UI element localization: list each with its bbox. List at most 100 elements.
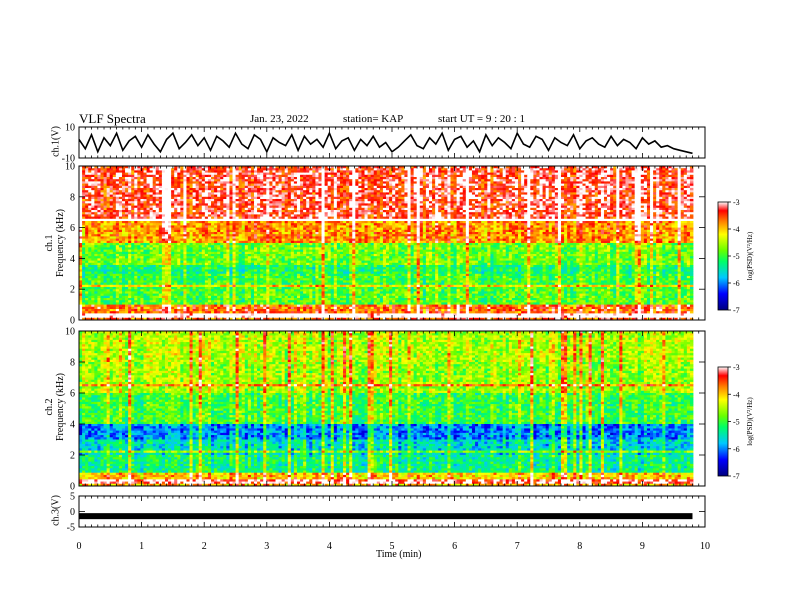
ch1-spectrogram-cell <box>281 174 286 178</box>
ch1-spectrogram-cell <box>453 188 458 191</box>
ch1-spectrogram-cell <box>155 166 160 169</box>
ch1-spectrogram-cell <box>564 188 568 191</box>
ch1-spectrogram-cell <box>511 170 516 173</box>
ch1-spectrogram-cell <box>352 192 356 195</box>
ch1-spectrogram-cell <box>125 194 129 198</box>
ch1-spectrogram-cell <box>247 190 252 193</box>
ch1-spectrogram-cell <box>554 177 559 180</box>
ch1-spectrogram-cell <box>266 174 270 178</box>
ch1-spectrogram-cell <box>352 168 356 171</box>
ch1-spectrogram-cell <box>665 192 669 195</box>
ch1-spectrogram-cell <box>533 190 537 193</box>
ch1-spectrogram-cell <box>435 166 439 169</box>
ch1-spectrogram-cell <box>616 170 620 173</box>
ch1-spectrogram-cell <box>125 188 129 191</box>
ch1-spectrogram-cell <box>195 190 200 193</box>
ch1-spectrogram-cell <box>428 179 433 182</box>
ch1-spectrogram-cell <box>287 172 292 176</box>
ch1-spectrogram-cell <box>364 192 368 195</box>
ch1-spectrogram-cell <box>438 168 442 171</box>
ch1-spectrogram-cell <box>361 188 365 191</box>
ch1-spectrogram-cell <box>192 170 197 173</box>
ch1-spectrogram-cell <box>330 179 335 182</box>
ch1-spectrogram-cell <box>579 194 583 198</box>
ch1-spectrogram-cell <box>327 183 332 187</box>
ch1-spectrogram-cell <box>226 196 230 200</box>
ch1-spectrogram-cell <box>189 172 193 176</box>
ch1-spectrogram-cell <box>447 168 451 171</box>
ch1-spectrogram-cell <box>625 168 629 171</box>
ch1-spectrogram-cell <box>585 201 590 204</box>
ch1-spectrogram-cell <box>435 170 439 173</box>
ch1-spectrogram-cell <box>158 199 163 202</box>
ch1-spectrogram-cell <box>505 199 510 202</box>
ch1-spectrogram-cell <box>121 194 126 198</box>
ch1-spectrogram-cell <box>484 201 488 204</box>
ch1-spectrogram-cell <box>260 174 264 178</box>
ch1-spectrogram-cell <box>518 196 522 200</box>
ch1-spectrogram-cell <box>386 168 390 171</box>
ch1-spectrogram-cell <box>186 181 190 184</box>
ch1-spectrogram-cell <box>143 170 147 173</box>
ch1-spectrogram-cell <box>266 194 270 198</box>
ch1-spectrogram-cell <box>161 201 166 204</box>
ch1-spectrogram-cell <box>662 170 666 173</box>
ch1-spectrogram-cell <box>382 181 387 184</box>
ch1-spectrogram-cell <box>164 183 169 187</box>
ch1-spectrogram-cell <box>499 201 504 204</box>
ch1-spectrogram-cell <box>548 188 553 191</box>
ch1-spectrogram-cell <box>318 188 322 191</box>
ch1-spectrogram-cell <box>300 174 304 178</box>
ch1-spectrogram-cell <box>554 185 559 189</box>
ch1-spectrogram-cell <box>536 168 540 171</box>
ch1-spectrogram-cell <box>622 196 626 200</box>
ch1-spectrogram-cell <box>272 199 276 202</box>
ch1-spectrogram-cell <box>94 177 98 180</box>
ch1-spectrogram-cell <box>674 170 679 173</box>
ch1-spectrogram-cell <box>217 172 221 176</box>
ch1-spectrogram-cell <box>613 174 617 178</box>
ch1-spectrogram-cell <box>570 190 574 193</box>
ch1-spectrogram-cell <box>533 177 537 180</box>
ch1-spectrogram-cell <box>195 170 200 173</box>
ch1-spectrogram-cell <box>168 179 172 182</box>
ch1-spectrogram-cell <box>235 168 240 171</box>
ch1-spectrogram-cell <box>616 185 620 189</box>
ch1-spectrogram-cell <box>284 168 289 171</box>
ch1-spectrogram-cell <box>428 170 433 173</box>
ch1-spectrogram-cell <box>484 199 488 202</box>
ch1-spectrogram-cell <box>269 199 273 202</box>
ch1-spectrogram-cell <box>336 172 341 176</box>
ch1-spectrogram-cell <box>131 192 135 195</box>
ch1-spectrogram-cell <box>505 179 510 182</box>
ch1-spectrogram-cell <box>389 185 393 189</box>
ch1-spectrogram-cell <box>155 192 160 195</box>
time-axis-label: Time (min) <box>376 549 421 560</box>
ch1-spectrogram-cell <box>444 194 448 198</box>
ch1-spectrogram-cell <box>201 177 206 180</box>
ch1-spectrogram-cell <box>296 201 301 204</box>
ch1-spectrogram-cell <box>91 177 95 180</box>
ch1-spectrogram-cell <box>683 172 688 176</box>
ch1-spectrogram-cell <box>82 194 86 198</box>
ch1-spectrogram-cell <box>343 183 347 187</box>
ch1-spectrogram-cell <box>616 183 620 187</box>
ch1-spectrogram-cell <box>266 196 270 200</box>
ch1-spectrogram-cell <box>536 192 540 195</box>
ch1-spectrogram-cell <box>395 166 399 169</box>
ch1-spectrogram-cell <box>508 168 513 171</box>
ch1-spectrogram-cell <box>137 177 141 180</box>
ch1-spectrogram-cell <box>223 188 227 191</box>
ch1-spectrogram-cell <box>376 179 381 182</box>
ch1-spectrogram-cell <box>450 170 454 173</box>
ch1-spectrogram-cell <box>278 179 283 182</box>
ch1-spectrogram-cell <box>557 196 562 200</box>
ch1-spectrogram-cell <box>389 170 393 173</box>
ch1-spectrogram-cell <box>263 185 267 189</box>
ch1-spectrogram-cell <box>333 183 338 187</box>
ch1-spectrogram-cell <box>121 166 126 169</box>
ch1-spectrogram-cell <box>198 199 203 202</box>
ch1-spectrogram-cell <box>336 179 341 182</box>
ch1-spectrogram-cell <box>425 172 430 176</box>
ch1-spectrogram-cell <box>659 199 663 202</box>
